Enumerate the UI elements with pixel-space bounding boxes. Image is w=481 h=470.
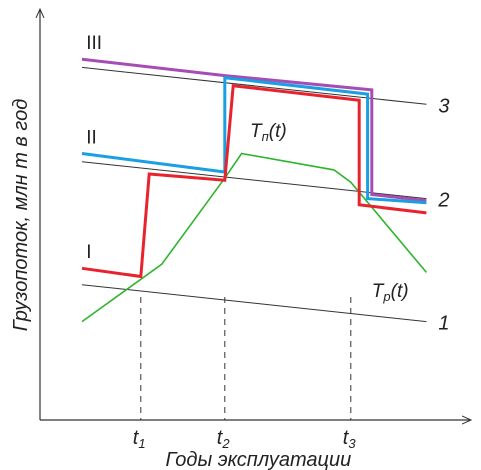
y-axis-title: Грузопоток, млн т в год xyxy=(10,99,32,331)
level-line-1 xyxy=(81,284,427,323)
level-label-3: 3 xyxy=(438,95,449,117)
curve-label-tp: Tр(t) xyxy=(372,281,409,304)
series-line-3 xyxy=(81,76,427,205)
curve-label-tn: Tп(t) xyxy=(250,121,287,144)
level-label-2: 2 xyxy=(437,190,449,212)
level-line-3 xyxy=(81,66,427,105)
tick-label-t1: t1 xyxy=(133,427,146,451)
roman-label-III: III xyxy=(86,33,102,54)
series-line-1 xyxy=(81,152,428,323)
tick-label-t2: t2 xyxy=(217,427,231,451)
level-label-1: 1 xyxy=(438,313,449,335)
roman-label-II: II xyxy=(86,127,97,148)
x-axis-title: Годы эксплуатации xyxy=(166,449,352,470)
series-line-4 xyxy=(81,84,427,279)
level-line-2 xyxy=(81,161,427,200)
series-line-2 xyxy=(81,57,427,203)
tick-label-t3: t3 xyxy=(343,427,357,451)
roman-label-I: I xyxy=(86,242,91,263)
